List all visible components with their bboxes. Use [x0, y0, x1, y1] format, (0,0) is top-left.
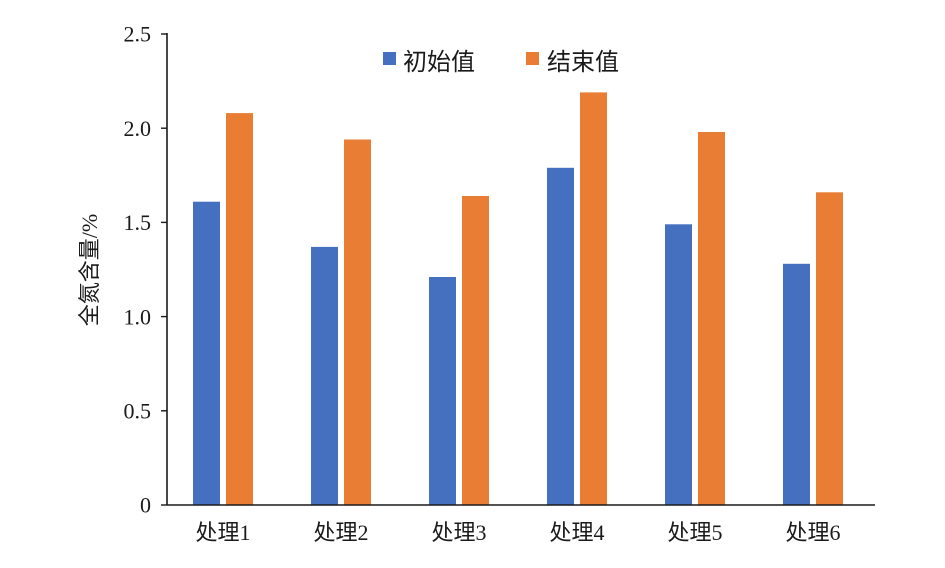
- x-tick-label: 处理4: [549, 520, 604, 545]
- bar-series-2-category-6: [816, 192, 843, 506]
- legend-swatch-series-1: [383, 52, 396, 65]
- y-tick-label: 1.5: [124, 210, 152, 235]
- x-tick-label: 处理3: [431, 520, 486, 545]
- y-axis-title: 全氮含量/%: [77, 214, 102, 326]
- y-tick-label: 0.5: [124, 399, 152, 424]
- bar-series-1-category-5: [665, 224, 692, 506]
- x-tick-label: 处理2: [313, 520, 368, 545]
- x-tick-label: 处理6: [785, 520, 840, 545]
- legend-swatch-series-2: [526, 52, 539, 65]
- bar-series-1-category-2: [311, 246, 338, 505]
- bar-series-2-category-5: [698, 132, 725, 505]
- legend: 初始值 结束值: [383, 49, 619, 76]
- y-tick-label: 2.5: [124, 22, 152, 47]
- x-tick-label: 处理5: [667, 520, 722, 545]
- y-ticks-layer: 0 0.5 1.0 1.5 2.0 2.5: [124, 22, 167, 518]
- bar-series-2-category-2: [344, 139, 371, 505]
- x-tick-label: 处理1: [195, 520, 250, 545]
- y-tick-label: 0: [140, 493, 151, 518]
- bar-series-1-category-6: [783, 263, 810, 505]
- legend-label-series-1: 初始值: [403, 49, 475, 76]
- bar-series-2-category-1: [226, 113, 253, 505]
- bar-series-2-category-3: [462, 196, 489, 505]
- bars-layer: [193, 92, 843, 506]
- y-tick-label: 1.0: [124, 304, 152, 329]
- x-labels-layer: 处理1 处理2 处理3 处理4 处理5 处理6: [195, 520, 840, 545]
- bar-series-1-category-4: [547, 167, 574, 506]
- bar-series-1-category-1: [193, 201, 220, 505]
- bar-series-2-category-4: [580, 92, 607, 506]
- bar-series-1-category-3: [429, 277, 456, 505]
- y-tick-label: 2.0: [124, 116, 152, 141]
- legend-label-series-2: 结束值: [547, 49, 619, 76]
